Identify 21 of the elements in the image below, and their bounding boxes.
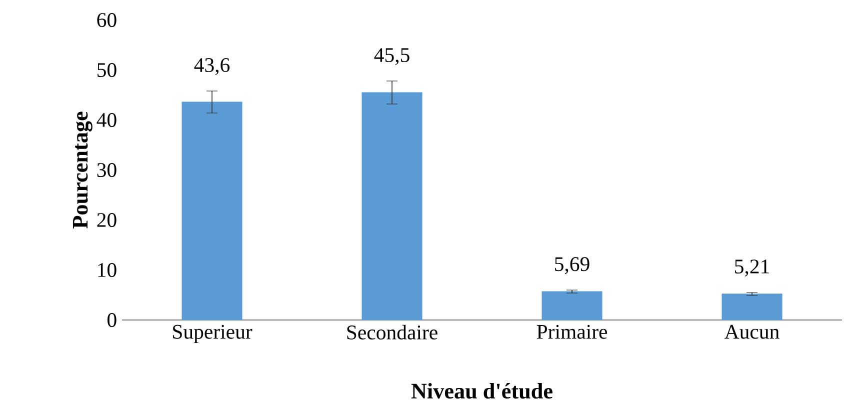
y-tick-label: 0 <box>108 313 116 327</box>
bar <box>542 291 602 320</box>
x-tick-label: Aucun <box>724 324 780 339</box>
y-axis-title: Pourcentage <box>73 112 92 228</box>
data-label: 43,6 <box>194 58 230 76</box>
x-tick-label: Secondaire <box>347 324 438 340</box>
bar <box>722 294 782 320</box>
bar <box>182 102 242 320</box>
x-tick-label: Primaire <box>536 324 608 339</box>
y-tick-label: 20 <box>97 213 116 227</box>
y-tick-label: 40 <box>96 113 116 127</box>
data-label: 5,21 <box>735 260 769 276</box>
x-axis-title: Niveau d'étude <box>411 382 552 399</box>
data-label: 5,69 <box>555 257 590 274</box>
y-tick-label: 10 <box>98 263 116 277</box>
data-label: 45,5 <box>374 48 410 66</box>
bar <box>362 92 422 320</box>
y-tick-label: 50 <box>98 63 116 77</box>
y-tick-label: 30 <box>97 163 116 177</box>
y-tick-label: 60 <box>97 13 116 27</box>
x-tick-label: Superieur <box>173 324 252 344</box>
